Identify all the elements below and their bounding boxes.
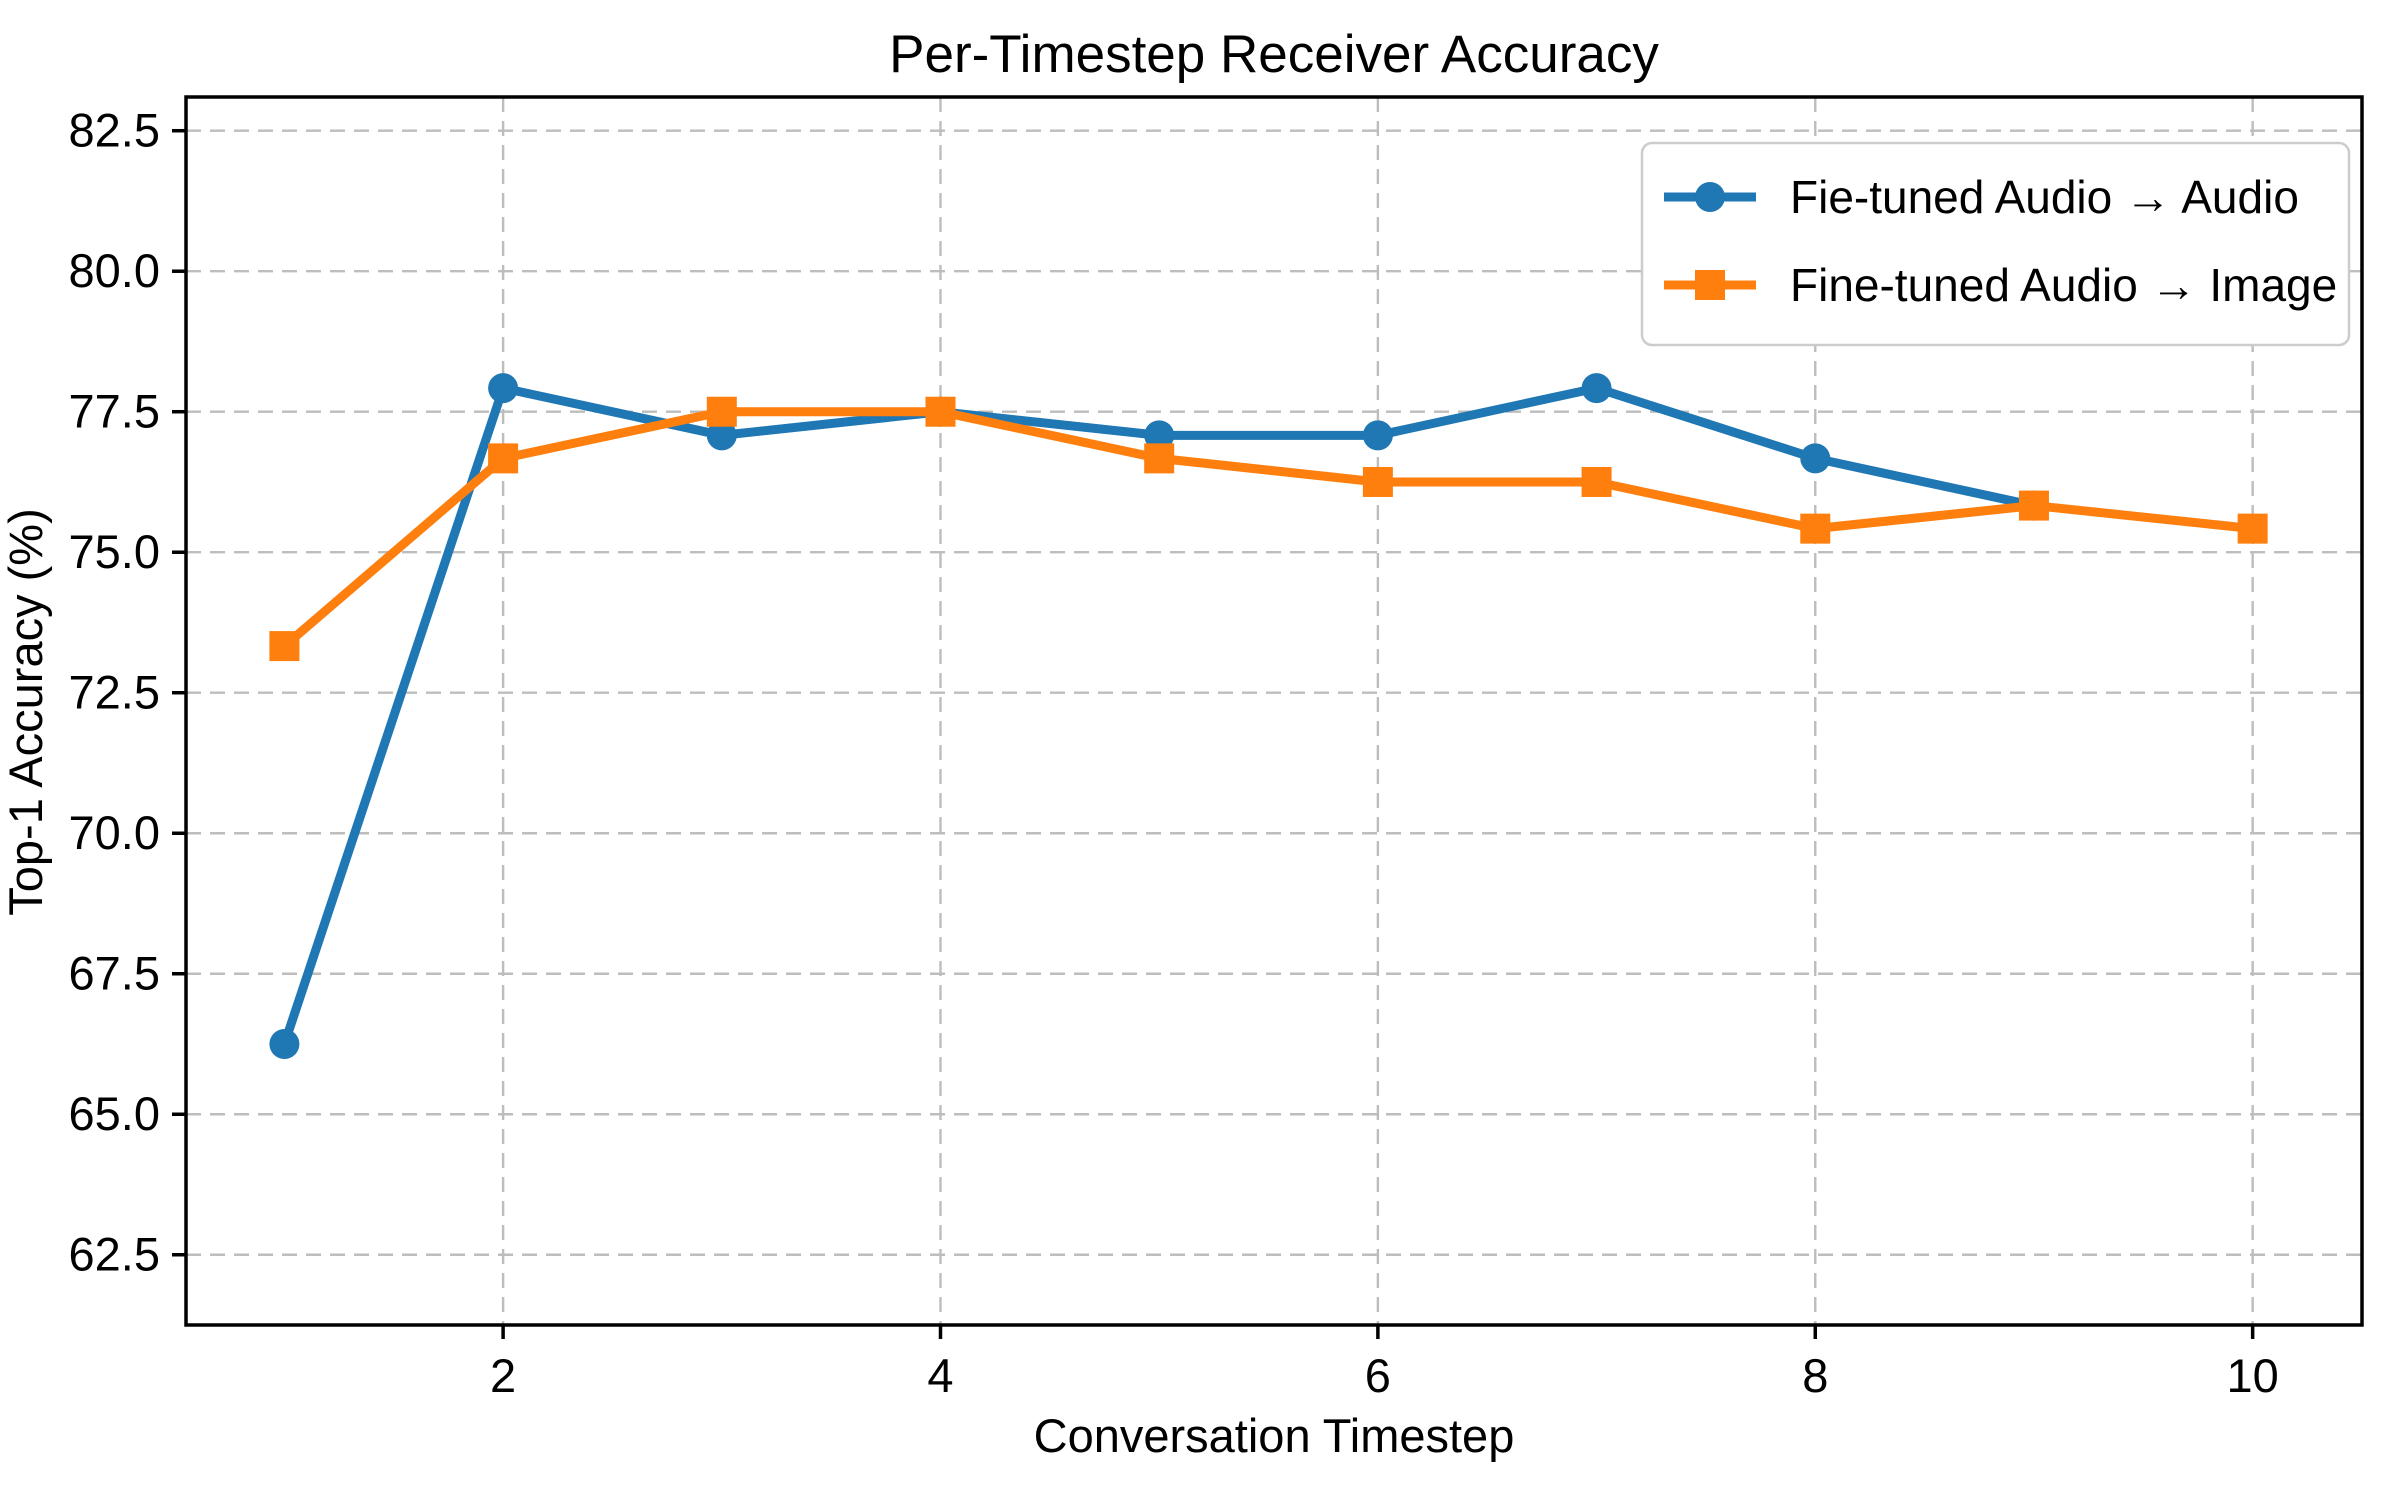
data-point-circle bbox=[706, 420, 737, 451]
x-tick-label: 8 bbox=[1802, 1349, 1828, 1402]
y-tick-label: 72.5 bbox=[69, 666, 160, 719]
data-point-square bbox=[2018, 490, 2049, 521]
data-point-circle bbox=[1144, 420, 1175, 451]
data-point-square bbox=[269, 631, 300, 662]
data-point-square bbox=[1800, 513, 1831, 544]
y-tick-label: 65.0 bbox=[69, 1087, 160, 1140]
series-line-1 bbox=[281, 407, 2254, 650]
x-tick-label: 4 bbox=[927, 1349, 953, 1402]
data-point-circle bbox=[1581, 373, 1612, 404]
data-point-circle bbox=[1800, 443, 1831, 474]
y-tick-label: 62.5 bbox=[69, 1228, 160, 1281]
data-point-square bbox=[925, 396, 956, 427]
y-tick-label: 70.0 bbox=[69, 806, 160, 859]
x-tick-label: 2 bbox=[490, 1349, 516, 1402]
data-point-square bbox=[1362, 466, 1393, 497]
data-point-circle bbox=[269, 1028, 300, 1059]
y-tick-label: 77.5 bbox=[69, 385, 160, 438]
data-point-square bbox=[706, 396, 737, 427]
legend-marker-square bbox=[1695, 270, 1725, 300]
legend-box bbox=[1640, 141, 2351, 347]
data-point-circle bbox=[1362, 420, 1393, 451]
axes-spines bbox=[184, 95, 2364, 1327]
plot-area: 2 4 6 8 10 82.5 80.0 77.5 75.0 72.5 70.0 67.5 65.0 62… bbox=[69, 95, 2364, 1402]
y-axis-label: Top-1 Accuracy (%) bbox=[0, 508, 52, 915]
x-axis-label: Conversation Timestep bbox=[1034, 1409, 1515, 1462]
series-line-0 bbox=[280, 383, 2035, 1046]
y-tick-label: 82.5 bbox=[69, 104, 160, 157]
chart-title: Per-Timestep Receiver Accuracy bbox=[889, 25, 1659, 84]
legend-label: Fine-tuned Audio → Image bbox=[1790, 259, 2337, 311]
data-point-square bbox=[1581, 466, 1612, 497]
data-point-square bbox=[488, 443, 519, 474]
y-tick-label: 75.0 bbox=[69, 525, 160, 578]
legend-marker-circle bbox=[1695, 182, 1725, 212]
y-tick-label: 67.5 bbox=[69, 947, 160, 1000]
data-point-square bbox=[2237, 513, 2268, 544]
x-tick-label: 10 bbox=[2227, 1349, 2279, 1402]
legend-label: Fie-tuned Audio → Audio bbox=[1790, 171, 2299, 223]
y-tick-label: 80.0 bbox=[69, 244, 160, 297]
x-tick-label: 6 bbox=[1365, 1349, 1391, 1402]
legend: Fie-tuned Audio → Audio Fine-tuned Audio … bbox=[1640, 141, 2351, 347]
data-point-circle bbox=[488, 373, 519, 404]
data-point-square bbox=[1144, 443, 1175, 474]
